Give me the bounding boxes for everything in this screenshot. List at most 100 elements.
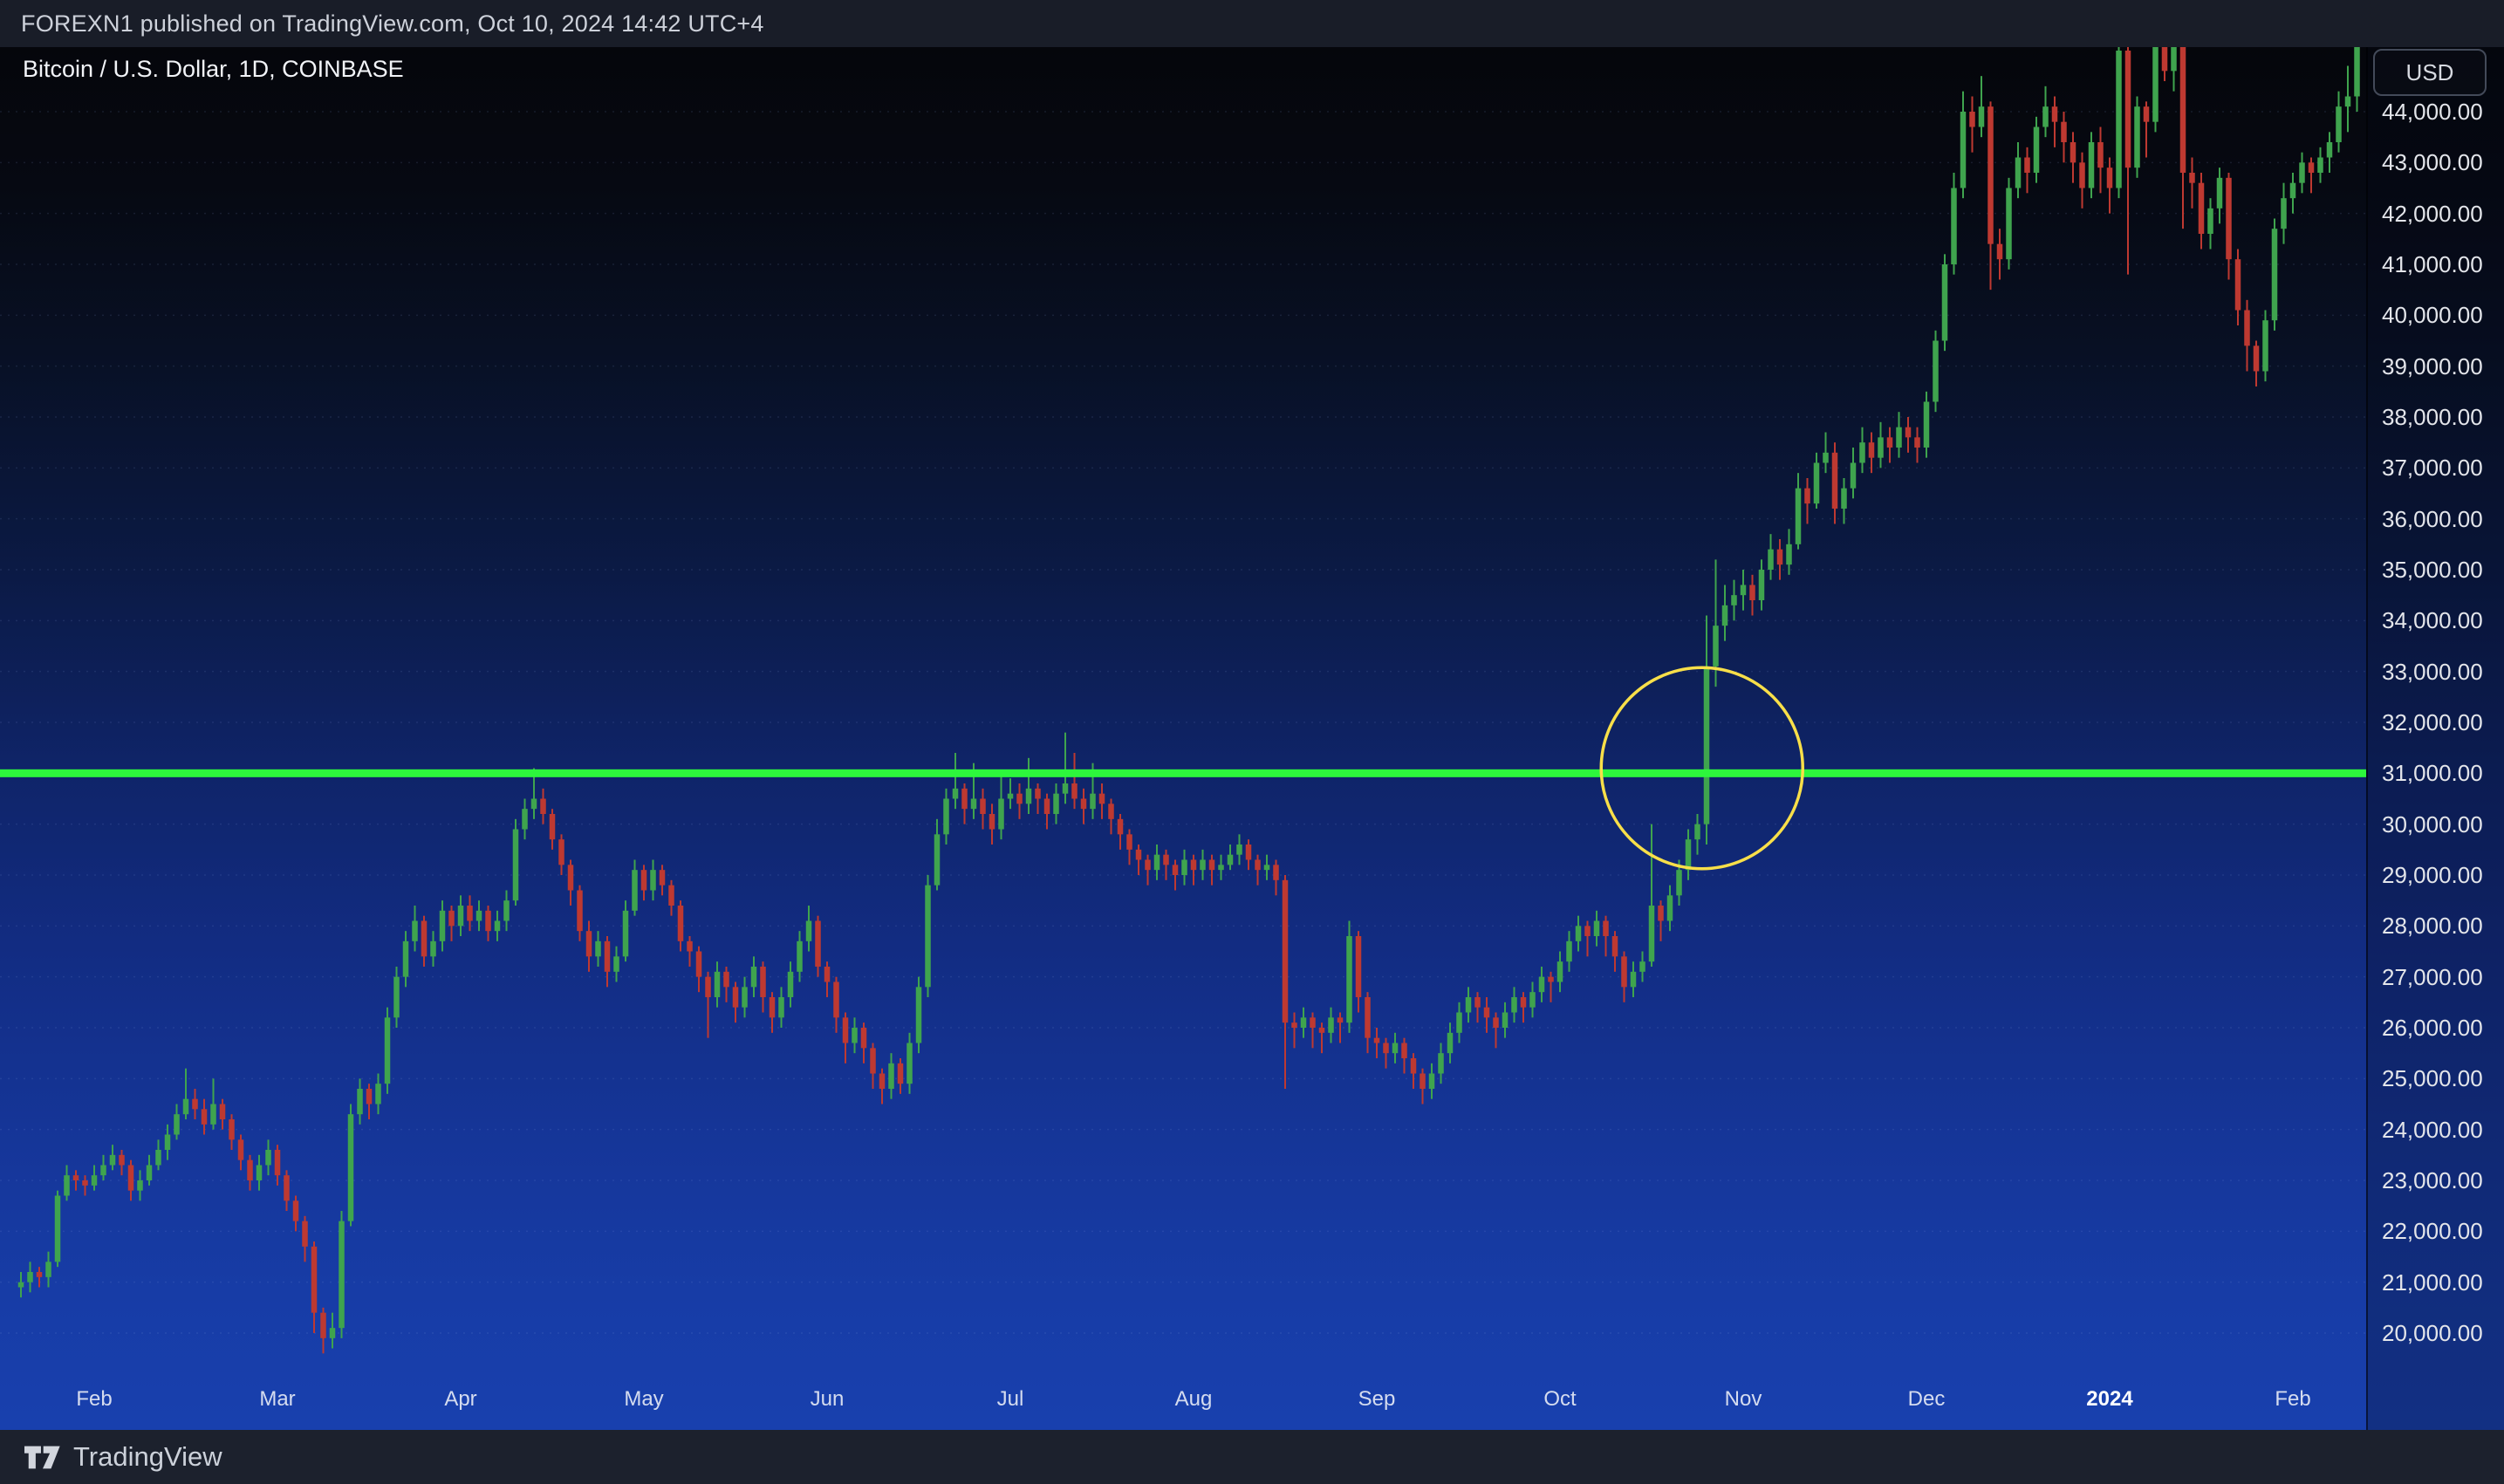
candle-body [1428, 1073, 1435, 1089]
candle-body [2134, 106, 2140, 168]
price-tick-label: 28,000.00 [2382, 913, 2483, 940]
price-tick-label: 34,000.00 [2382, 607, 2483, 634]
candle-body [1666, 895, 1673, 921]
candle-body [1291, 1022, 1297, 1028]
candle-body [1941, 263, 1948, 341]
candle-body [54, 1195, 61, 1262]
candle-body [467, 905, 473, 921]
candle-body [1263, 865, 1270, 871]
candle-body [1447, 1032, 1454, 1054]
candle-body [1043, 798, 1050, 814]
candle-body [1850, 462, 1857, 489]
candle-body [650, 870, 656, 891]
candle-body [1255, 859, 1261, 871]
price-tick-label: 42,000.00 [2382, 200, 2483, 227]
candle-body [805, 920, 812, 941]
candle-body [1310, 1017, 1316, 1028]
publish-info-text: FOREXN1 published on TradingView.com, Oc… [21, 10, 764, 37]
price-tick-label: 20,000.00 [2382, 1319, 2483, 1346]
candle-body [155, 1149, 161, 1166]
time-axis[interactable]: Feb Mar Apr May Jun Jul Aug Sep Oct Nov Dec 2024 Feb [0, 1387, 2366, 1422]
candle-body [1813, 462, 1820, 504]
candle-body [2271, 229, 2278, 321]
candle-body [1181, 859, 1187, 875]
candle-body [1502, 1012, 1509, 1028]
candle-body [36, 1271, 43, 1277]
candle-body [237, 1139, 244, 1160]
candle-body [2207, 208, 2213, 234]
candle-body [146, 1165, 153, 1180]
candle-body [2070, 141, 2076, 163]
candle-body [2106, 168, 2113, 188]
candle-body [613, 956, 619, 972]
candle-body [1721, 605, 1728, 626]
candle-body [852, 1027, 858, 1043]
candle-body [366, 1088, 373, 1104]
candle-body [1227, 854, 1234, 865]
highlight-circle[interactable] [1599, 666, 1804, 871]
candle-body [1355, 935, 1362, 997]
footer-bar: TradingView [0, 1430, 2504, 1484]
candle-body [1163, 854, 1169, 865]
price-tick-label: 39,000.00 [2382, 352, 2483, 380]
candle-body [2336, 106, 2342, 142]
price-tick-label: 32,000.00 [2382, 708, 2483, 735]
candle-body [45, 1262, 51, 1277]
candle-body [2097, 141, 2104, 168]
candle-body [1960, 112, 1967, 188]
candle-body [2015, 157, 2022, 188]
candle-body [2179, 47, 2186, 173]
price-tick-label: 23,000.00 [2382, 1166, 2483, 1193]
candle-body [668, 885, 674, 906]
candle-body [210, 1104, 216, 1125]
candle-body [522, 809, 528, 830]
candle-body [1603, 920, 1609, 936]
candle-body [1117, 818, 1124, 835]
candle-body [2234, 259, 2241, 311]
candle-body [1090, 793, 1096, 810]
candle-body [742, 987, 748, 1008]
candle-body [622, 910, 629, 957]
candle-body [1035, 788, 1041, 799]
currency-toggle-button[interactable]: USD [2373, 49, 2487, 96]
candle-body [1145, 859, 1151, 871]
candle-body [357, 1088, 363, 1115]
candle-body [1859, 442, 1865, 463]
candle-body [430, 940, 436, 957]
candle-body [1456, 1012, 1462, 1033]
candle-body [274, 1149, 281, 1176]
horizontal-price-line[interactable] [0, 769, 2366, 777]
candle-body [723, 971, 729, 988]
candle-body [182, 1098, 189, 1115]
candle-body [595, 940, 601, 957]
candle-body [384, 1017, 391, 1084]
candle-body [2116, 51, 2122, 188]
candle-body [2006, 188, 2012, 260]
candle-body [1025, 788, 1032, 804]
candle-body [2024, 157, 2030, 173]
price-axis[interactable]: 44,000.00 43,000.00 42,000.00 41,000.00 40,0… [2366, 47, 2504, 1430]
price-tick-label: 38,000.00 [2382, 403, 2483, 430]
candlestick-plot[interactable] [0, 47, 2366, 1430]
price-tick-label: 22,000.00 [2382, 1218, 2483, 1245]
candle-body [339, 1221, 345, 1329]
candle-body [732, 987, 739, 1008]
candle-body [1548, 976, 1554, 982]
candle-body [2051, 106, 2058, 122]
candle-body [256, 1165, 263, 1180]
candle-body [1200, 859, 1206, 871]
candle-body [1978, 106, 1985, 127]
candle-body [302, 1221, 308, 1247]
tradingview-logo-icon[interactable] [24, 1446, 61, 1469]
candle-body [1401, 1043, 1407, 1058]
candle-body [632, 870, 638, 911]
candle-body [1868, 442, 1875, 458]
month-label: Sep [1358, 1387, 1396, 1411]
candle-body [1694, 824, 1700, 840]
candle-body [1080, 798, 1087, 810]
candle-body [2042, 106, 2049, 127]
candle-body [494, 920, 501, 932]
tradingview-brand-text[interactable]: TradingView [73, 1441, 222, 1472]
candle-body [1218, 865, 1224, 871]
